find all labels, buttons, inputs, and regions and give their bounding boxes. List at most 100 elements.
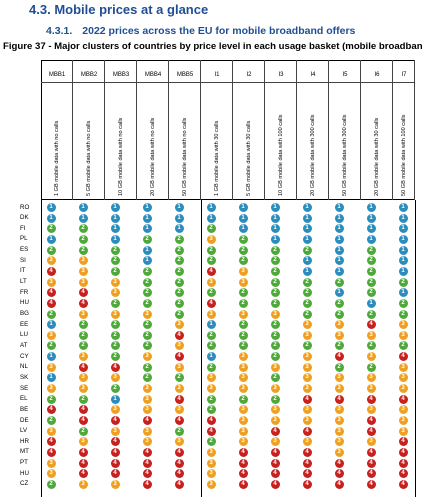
cluster-marker: 3 — [174, 320, 184, 330]
cluster-marker: 1 — [78, 203, 88, 212]
cluster-marker: 4 — [110, 437, 120, 447]
cluster-marker: 1 — [142, 213, 152, 223]
cluster-marker: 4 — [334, 394, 344, 404]
country-label: LT — [20, 278, 27, 286]
cluster-marker: 2 — [206, 256, 216, 266]
cluster-marker: 3 — [302, 384, 312, 394]
cluster-marker: 1 — [206, 203, 216, 212]
cluster-marker: 2 — [142, 234, 152, 244]
cluster-marker: 3 — [78, 266, 88, 276]
cluster-marker: 4 — [206, 298, 216, 308]
cluster-marker: 2 — [174, 277, 184, 287]
cluster-marker: 3 — [270, 405, 280, 415]
header-separator — [233, 82, 265, 83]
cluster-marker: 2 — [238, 234, 248, 244]
cluster-marker: 2 — [142, 288, 152, 298]
column-code: I6 — [374, 72, 380, 78]
cluster-marker: 1 — [302, 266, 312, 276]
cluster-marker: 1 — [366, 213, 376, 223]
cluster-marker: 2 — [78, 234, 88, 244]
cluster-marker: 3 — [366, 405, 376, 415]
cluster-marker: 4 — [78, 447, 88, 457]
cluster-marker: 1 — [78, 213, 88, 223]
cluster-marker: 1 — [302, 213, 312, 223]
header-separator — [73, 82, 105, 83]
cluster-marker: 3 — [78, 479, 88, 489]
country-label: SK — [20, 373, 29, 381]
cluster-marker: 2 — [206, 330, 216, 340]
cluster-marker: 3 — [174, 362, 184, 372]
cluster-marker: 3 — [110, 426, 120, 436]
cluster-marker: 4 — [110, 362, 120, 372]
cluster-marker: 3 — [302, 373, 312, 383]
country-label: CY — [20, 352, 29, 360]
cluster-marker: 2 — [238, 245, 248, 255]
cluster-marker: 3 — [238, 277, 248, 287]
cluster-marker: 4 — [366, 416, 376, 425]
cluster-marker: 2 — [270, 341, 280, 351]
cluster-marker: 1 — [142, 203, 152, 212]
cluster-marker: 3 — [142, 309, 152, 319]
cluster-marker: 3 — [206, 447, 216, 457]
country-label: SE — [20, 384, 29, 392]
cluster-marker: 4 — [366, 469, 376, 479]
cluster-marker: 2 — [78, 330, 88, 340]
cluster-marker: 3 — [46, 277, 56, 287]
cluster-marker: 4 — [78, 405, 88, 415]
cluster-marker: 4 — [270, 426, 280, 436]
cluster-marker: 2 — [270, 373, 280, 383]
column-description: 10 GB mobile data with 100 calls — [278, 114, 284, 196]
cluster-marker: 3 — [398, 320, 408, 330]
cluster-marker: 2 — [206, 288, 216, 298]
cluster-marker: 4 — [46, 266, 56, 276]
cluster-marker: 3 — [110, 277, 120, 287]
cluster-marker: 1 — [398, 203, 408, 212]
cluster-marker: 4 — [174, 458, 184, 468]
cluster-marker: 2 — [302, 277, 312, 287]
cluster-marker: 3 — [398, 426, 408, 436]
cluster-marker: 4 — [366, 426, 376, 436]
column-header-mbb2: MBB2 5 GB mobile data with no calls — [73, 60, 105, 200]
column-header-mbb1: MBB1 1 GB mobile data with no calls — [41, 60, 73, 200]
section-heading: 4.3. Mobile prices at a glance — [29, 2, 209, 17]
subsection-heading: 4.3.1. 2022 prices across the EU for mobi… — [46, 25, 356, 37]
cluster-marker: 3 — [174, 405, 184, 415]
cluster-marker: 3 — [334, 447, 344, 457]
cluster-marker: 4 — [174, 416, 184, 425]
cluster-marker: 1 — [398, 234, 408, 244]
cluster-marker: 2 — [398, 298, 408, 308]
cluster-marker: 1 — [398, 224, 408, 234]
cluster-marker: 3 — [46, 426, 56, 436]
cluster-marker: 3 — [270, 416, 280, 425]
cluster-marker: 4 — [270, 458, 280, 468]
cluster-marker: 2 — [398, 341, 408, 351]
cluster-marker: 3 — [238, 266, 248, 276]
cluster-marker: 4 — [142, 416, 152, 425]
cluster-marker: 2 — [110, 352, 120, 362]
cluster-marker: 4 — [78, 362, 88, 372]
cluster-marker: 4 — [46, 405, 56, 415]
cluster-marker: 4 — [398, 479, 408, 489]
cluster-marker: 1 — [46, 320, 56, 330]
cluster-marker: 3 — [46, 330, 56, 340]
column-code: I3 — [278, 72, 284, 78]
cluster-marker: 1 — [46, 352, 56, 362]
cluster-marker: 3 — [334, 437, 344, 447]
cluster-marker: 1 — [398, 213, 408, 223]
cluster-marker: 4 — [270, 479, 280, 489]
cluster-marker: 3 — [46, 362, 56, 372]
cluster-marker: 4 — [366, 320, 376, 330]
cluster-marker: 4 — [174, 330, 184, 340]
cluster-marker: 3 — [238, 309, 248, 319]
cluster-marker: 4 — [78, 288, 88, 298]
cluster-marker: 2 — [206, 224, 216, 234]
cluster-marker: 2 — [142, 362, 152, 372]
cluster-marker: 2 — [270, 277, 280, 287]
cluster-marker: 2 — [270, 394, 280, 404]
cluster-marker: 2 — [398, 277, 408, 287]
country-label: CZ — [20, 480, 29, 488]
cluster-marker: 4 — [46, 288, 56, 298]
cluster-marker: 2 — [238, 341, 248, 351]
country-label: HU — [20, 469, 29, 477]
cluster-marker: 4 — [78, 416, 88, 425]
